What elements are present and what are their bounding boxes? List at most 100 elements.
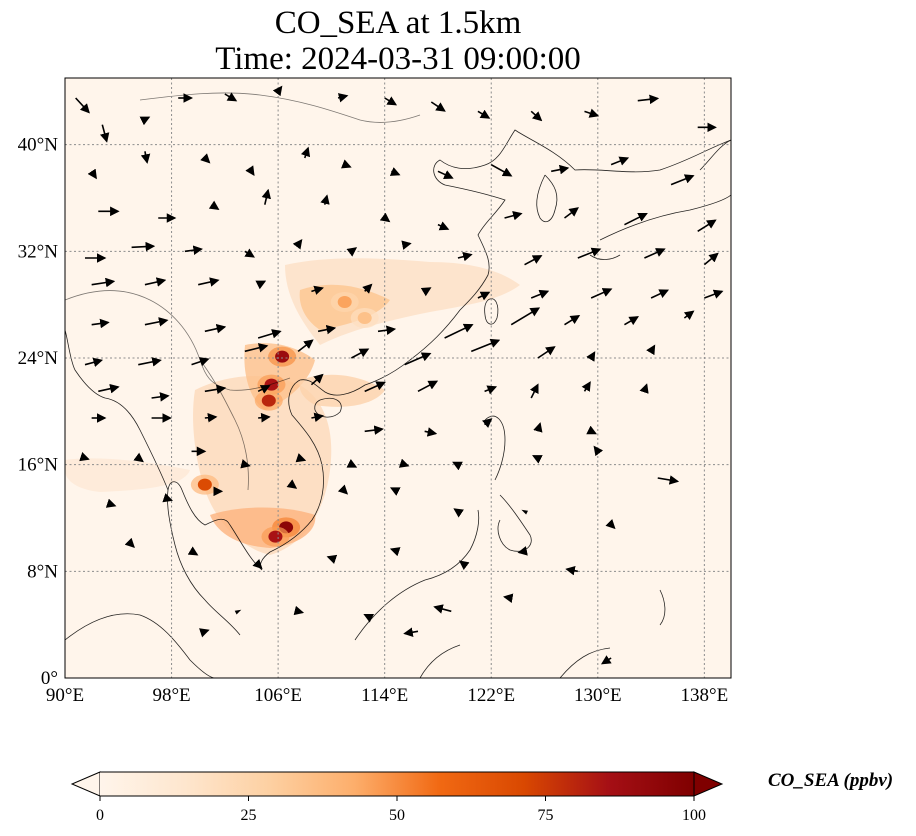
wind-vector — [683, 310, 695, 321]
wind-vector — [644, 248, 666, 259]
wind-vector — [670, 174, 695, 186]
wind-vector — [524, 255, 543, 266]
wind-vector — [124, 537, 135, 548]
co-hotspot — [197, 478, 212, 491]
wind-vector — [245, 165, 255, 176]
wind-vector — [452, 461, 463, 471]
wind-vector — [244, 343, 269, 353]
wind-vector — [453, 508, 464, 518]
map-frame — [64, 77, 732, 679]
wind-vector — [257, 385, 271, 394]
colorbar-extend-high — [693, 771, 724, 797]
wind-vector — [510, 307, 541, 326]
wind-vector — [98, 383, 120, 394]
lon-tick-label: 138°E — [681, 685, 729, 706]
wind-vector — [292, 238, 303, 250]
wind-vector — [138, 357, 162, 367]
wind-vector — [198, 277, 220, 287]
coast-sumatra — [65, 613, 216, 678]
wind-vector — [362, 283, 373, 294]
wind-vector — [697, 219, 717, 233]
wind-vector — [581, 381, 591, 392]
wind-vector — [503, 593, 514, 603]
wind-vector — [346, 247, 358, 257]
wind-vector — [551, 164, 570, 175]
wind-vector — [404, 352, 432, 366]
co-hotspot — [275, 350, 290, 363]
wind-vector — [297, 339, 314, 352]
colorbar-tick-label: 0 — [96, 807, 104, 824]
wind-vector — [91, 318, 110, 329]
colorbar-tick-label: 75 — [538, 807, 554, 824]
wind-vector — [191, 357, 210, 367]
wind-vector — [377, 325, 397, 335]
wind-vector — [457, 251, 473, 262]
wind-vector — [593, 445, 604, 457]
colorbar-extend-low — [70, 771, 101, 797]
colorbar-bar — [100, 772, 694, 796]
colorbar: 0 25 50 75 100 — [70, 771, 724, 824]
map-title: CO_SEA at 1.5km — [274, 5, 522, 41]
co-hotspot — [264, 378, 279, 391]
wind-vector — [204, 384, 227, 395]
wind-vector — [199, 628, 210, 638]
coast-vietnam — [260, 379, 324, 571]
wind-vector — [311, 412, 324, 423]
wind-vector — [470, 338, 501, 353]
wind-vector — [204, 323, 227, 334]
wind-vector — [484, 385, 498, 395]
wind-vector — [521, 509, 528, 515]
wind-vector — [624, 316, 640, 326]
co-hotspot — [337, 296, 352, 308]
map-background — [65, 78, 731, 678]
wind-vector — [184, 245, 203, 255]
wind-vector — [379, 212, 391, 223]
lat-tick-label: 16°N — [18, 455, 59, 476]
wind-vector — [258, 412, 271, 423]
wind-vector — [84, 357, 104, 367]
lon-tick-label: 106°E — [254, 685, 302, 706]
wind-vector — [341, 159, 352, 169]
wind-vector — [131, 241, 156, 252]
wind-vector — [437, 170, 454, 179]
wind-vector — [703, 252, 719, 266]
wind-vector — [610, 156, 630, 166]
wind-vector — [317, 324, 337, 335]
wind-vector — [351, 348, 370, 359]
colorbar-tick-label: 100 — [682, 807, 706, 824]
wind-vector — [234, 609, 242, 615]
wind-vector — [530, 110, 543, 122]
co-hotspot — [261, 394, 276, 407]
wind-vector — [430, 101, 446, 112]
wind-vector — [433, 604, 452, 614]
wind-vector — [529, 383, 539, 399]
lat-tick-label: 32°N — [18, 241, 59, 262]
wind-vector — [91, 277, 116, 288]
coast-myanmar — [65, 329, 169, 491]
wind-vector — [133, 452, 144, 463]
wind-vector — [444, 323, 474, 339]
wind-vector — [637, 94, 660, 105]
wind-vector — [537, 346, 556, 359]
wind-vector — [208, 200, 220, 210]
wind-vector — [639, 383, 649, 394]
wind-vector — [504, 211, 523, 221]
coast-korea — [536, 174, 558, 223]
colorbar-tick-label: 50 — [389, 807, 405, 824]
wind-vector — [326, 554, 338, 564]
lat-tick-label: 24°N — [18, 348, 59, 369]
lon-tick-label: 98°E — [152, 685, 190, 706]
wind-vector — [200, 153, 211, 164]
wind-vector — [286, 479, 298, 489]
lon-tick-label: 114°E — [361, 685, 408, 706]
wind-vector — [99, 124, 110, 143]
wind-vector — [490, 163, 513, 177]
wind-vector — [139, 116, 151, 126]
wind-vector — [364, 425, 384, 435]
wind-vector — [272, 85, 283, 97]
wind-vector — [577, 247, 602, 259]
wind-vector — [389, 487, 401, 496]
wind-vector — [657, 475, 680, 485]
wind-vector — [295, 453, 307, 463]
